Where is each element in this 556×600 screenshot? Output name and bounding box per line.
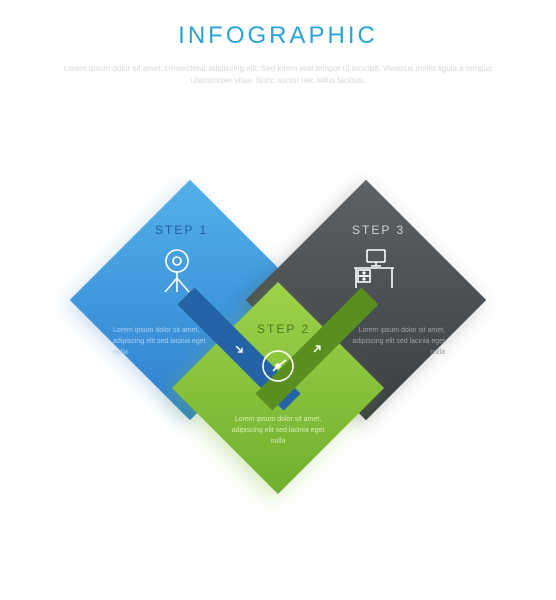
arrow-up-right-icon: [310, 342, 324, 356]
step1-body: Lorem ipsum dolor sit amet, adipiscing e…: [113, 326, 213, 359]
page-title: INFOGRAPHIC: [0, 22, 556, 50]
infographic-diagram: STEP 1 Lorem ipsum dolor sit amet, adipi…: [0, 150, 556, 570]
page-subtitle: Lorem ipsum dolor sit amet, consectetur …: [58, 63, 498, 87]
arrow-down-right-icon: [232, 342, 246, 356]
webcam-icon: [158, 248, 196, 299]
desk-icon: [352, 248, 396, 295]
step2-label: STEP 2: [257, 322, 310, 336]
clock-icon: [260, 348, 296, 389]
step1-label: STEP 1: [155, 223, 208, 237]
step3-label: STEP 3: [352, 223, 405, 237]
step2-body: Lorem ipsum dolor sit amet, adipiscing e…: [228, 415, 328, 448]
step3-body: Lorem ipsum dolor sit amet, adipiscing e…: [345, 326, 445, 359]
